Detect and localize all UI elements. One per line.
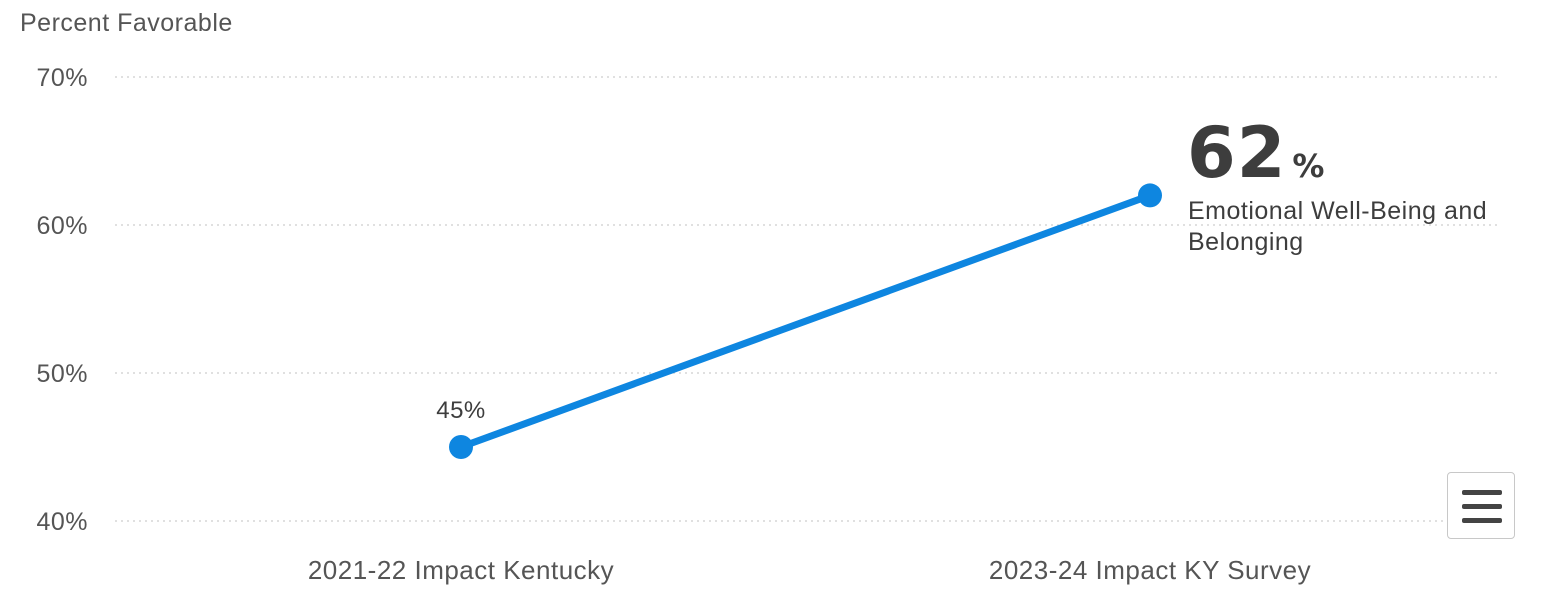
x-axis-categories: 2021-22 Impact Kentucky 2023-24 Impact KY… bbox=[308, 555, 1311, 585]
y-tick-label: 50% bbox=[36, 360, 88, 388]
data-point[interactable] bbox=[1138, 183, 1162, 208]
series-name-label: Belonging bbox=[1188, 228, 1304, 256]
chart-context-menu-button[interactable] bbox=[1447, 472, 1515, 539]
data-point[interactable] bbox=[449, 435, 473, 459]
gridlines bbox=[115, 76, 1497, 522]
y-axis-title: Percent Favorable bbox=[20, 9, 233, 37]
data-label: 45% bbox=[436, 397, 486, 424]
last-value-label: 62% bbox=[1187, 112, 1325, 194]
data-labels: 45% 62 % Emotional Well-Being and Belonging bbox=[436, 112, 1487, 424]
x-category-label: 2021-22 Impact Kentucky bbox=[308, 555, 614, 585]
y-tick-label: 70% bbox=[36, 64, 88, 92]
y-tick-label: 60% bbox=[36, 212, 88, 240]
series-line bbox=[457, 191, 1154, 451]
series-line-group bbox=[449, 183, 1162, 459]
x-category-label: 2023-24 Impact KY Survey bbox=[989, 555, 1311, 585]
y-axis-ticks: 40% 50% 60% 70% bbox=[36, 64, 88, 536]
series-name-label: Emotional Well-Being and bbox=[1188, 197, 1487, 225]
y-tick-label: 40% bbox=[36, 508, 88, 536]
